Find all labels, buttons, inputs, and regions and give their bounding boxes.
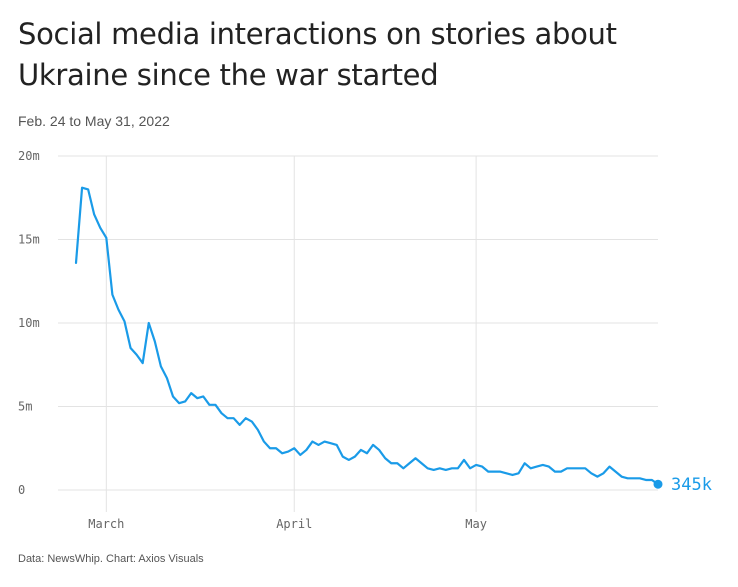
series-lines [74, 186, 660, 486]
end-marker: 345k [653, 475, 712, 495]
grid-lines [58, 155, 658, 512]
y-axis-ticks: 0 5m 10m 15m 20m [18, 149, 40, 497]
y-tick-label-3: 15m [18, 233, 40, 247]
chart-subtitle: Feb. 24 to May 31, 2022 [18, 113, 170, 129]
y-tick-label-0: 0 [18, 483, 25, 497]
end-value-label: 345k [671, 475, 712, 495]
y-tick-label-2: 10m [18, 316, 40, 330]
source-note: Data: NewsWhip. Chart: Axios Visuals [18, 553, 204, 565]
series-line-0 [74, 186, 660, 486]
y-tick-label-1: 5m [18, 400, 32, 414]
end-point [653, 479, 663, 489]
x-tick-label-1: April [276, 517, 312, 531]
x-tick-label-0: March [88, 517, 124, 531]
x-axis-ticks: March April May [88, 517, 487, 531]
chart-title: Social media interactions on stories abo… [18, 17, 617, 92]
y-tick-label-4: 20m [18, 149, 40, 163]
x-tick-label-2: May [465, 517, 487, 531]
